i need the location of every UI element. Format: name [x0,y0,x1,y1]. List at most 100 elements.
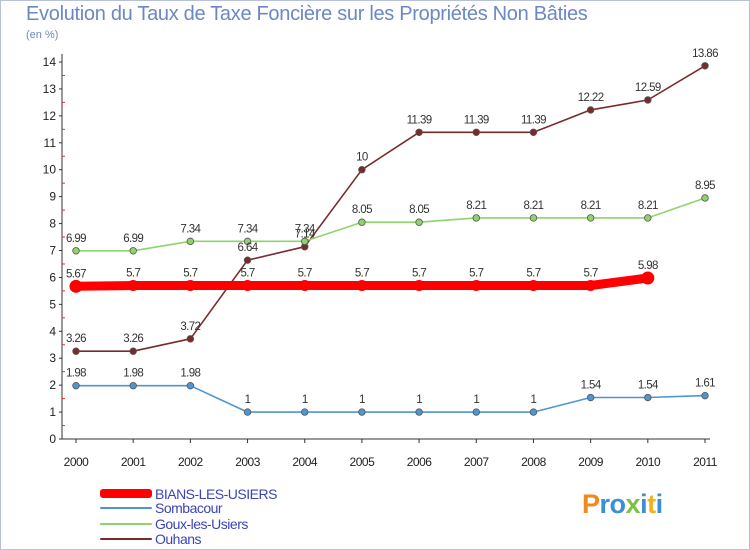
data-label: 1.98 [180,368,200,380]
legend-swatch [100,489,152,498]
x-tick-label: 2005 [350,455,376,469]
logo-letter: r [599,489,611,519]
x-tick-label: 2010 [635,455,661,469]
y-tick-label: 12 [43,109,57,123]
data-label: 1 [359,394,365,406]
data-point [472,408,480,416]
x-tick-label: 2007 [464,455,490,469]
data-label: 1.54 [638,380,659,392]
data-point [585,280,597,292]
logo-letter: x [625,489,641,519]
series-sombacour [72,381,709,416]
data-point [415,128,423,136]
data-point [72,381,80,390]
data-label: 8.21 [581,200,601,212]
data-label: 8.21 [638,200,658,212]
x-tick-label: 2008 [521,455,547,469]
data-point [586,393,595,402]
data-point [358,166,366,174]
data-point [72,247,80,255]
x-tick-label: 2001 [121,455,147,469]
y-tick-label: 10 [43,163,57,177]
data-label: 5.7 [298,268,312,280]
data-point [529,128,538,136]
series-ouhans [72,62,709,355]
data-point [701,62,709,70]
series-line [75,384,706,413]
data-label: 7.34 [295,223,316,235]
legend-item: BIANS-LES-USIERS [100,485,277,502]
data-label: 11.39 [521,114,546,126]
data-label: 11.39 [407,114,432,126]
data-label: 5.7 [355,268,369,280]
legend-swatch [100,506,152,509]
x-tick-label: 2003 [235,455,261,469]
data-label: 5.7 [240,268,254,280]
data-label: 10 [356,152,368,164]
legend-label: Sombacour [155,499,223,516]
legend-label: BIANS-LES-USIERS [155,485,277,502]
x-tick-label: 2009 [578,455,604,469]
data-label: 8.21 [466,200,486,212]
y-tick-label: 6 [49,270,56,284]
y-tick-label: 9 [49,190,56,204]
data-point [242,280,254,292]
data-label: 5.7 [526,268,540,280]
data-point [358,218,366,226]
data-label: 5.7 [183,268,197,280]
y-tick-label: 7 [49,244,56,258]
legend-item: Goux-les-Usiers [100,516,248,532]
data-point [243,408,252,416]
data-point [644,393,652,402]
data-label: 8.05 [409,204,429,216]
y-tick-label: 1 [49,405,56,419]
logo-letter: o [609,489,627,519]
legend-item: Ouhans [100,531,202,547]
data-label: 6.99 [123,233,143,245]
data-label: 12.59 [635,82,661,94]
y-tick-label: 3 [49,351,56,365]
data-label: 1 [473,394,479,406]
data-point [644,214,652,222]
data-point [358,408,366,416]
data-label: 5.98 [638,260,658,272]
data-label: 5.7 [126,268,140,280]
data-point [129,247,137,255]
data-label: 7.34 [238,223,259,235]
logo-letter: P [582,489,600,519]
data-point [186,381,195,390]
data-label: 1 [302,394,308,406]
y-tick-label: 13 [43,82,57,96]
data-point [301,237,309,246]
series-line [75,65,706,352]
data-label: 11.39 [464,114,489,126]
data-point [586,214,595,222]
data-point [127,280,139,292]
proxiti-logo: Proxiti [582,489,663,520]
data-label: 5.7 [584,268,598,280]
data-point [129,347,137,355]
data-label: 6.99 [66,233,86,245]
y-tick-label: 8 [49,217,56,231]
y-tick-label: 4 [49,324,56,338]
data-label: 13.86 [692,48,718,60]
data-point [413,280,425,292]
data-label: 5.7 [412,268,426,280]
x-tick-label: 2011 [693,455,718,469]
chart-title: Evolution du Taux de Taxe Foncière sur l… [26,3,588,25]
data-point [243,256,252,264]
data-point [529,408,538,416]
data-label: 1.54 [581,380,602,392]
data-point [527,280,539,292]
data-point [470,280,482,292]
data-point [415,408,423,416]
legend-item: Sombacour [100,499,223,516]
x-tick-label: 2006 [407,455,433,469]
data-point [299,280,311,292]
x-tick-label: 2000 [64,455,90,469]
series-layer [69,62,709,416]
data-point [415,218,423,226]
y-tick-label: 14 [43,55,57,69]
